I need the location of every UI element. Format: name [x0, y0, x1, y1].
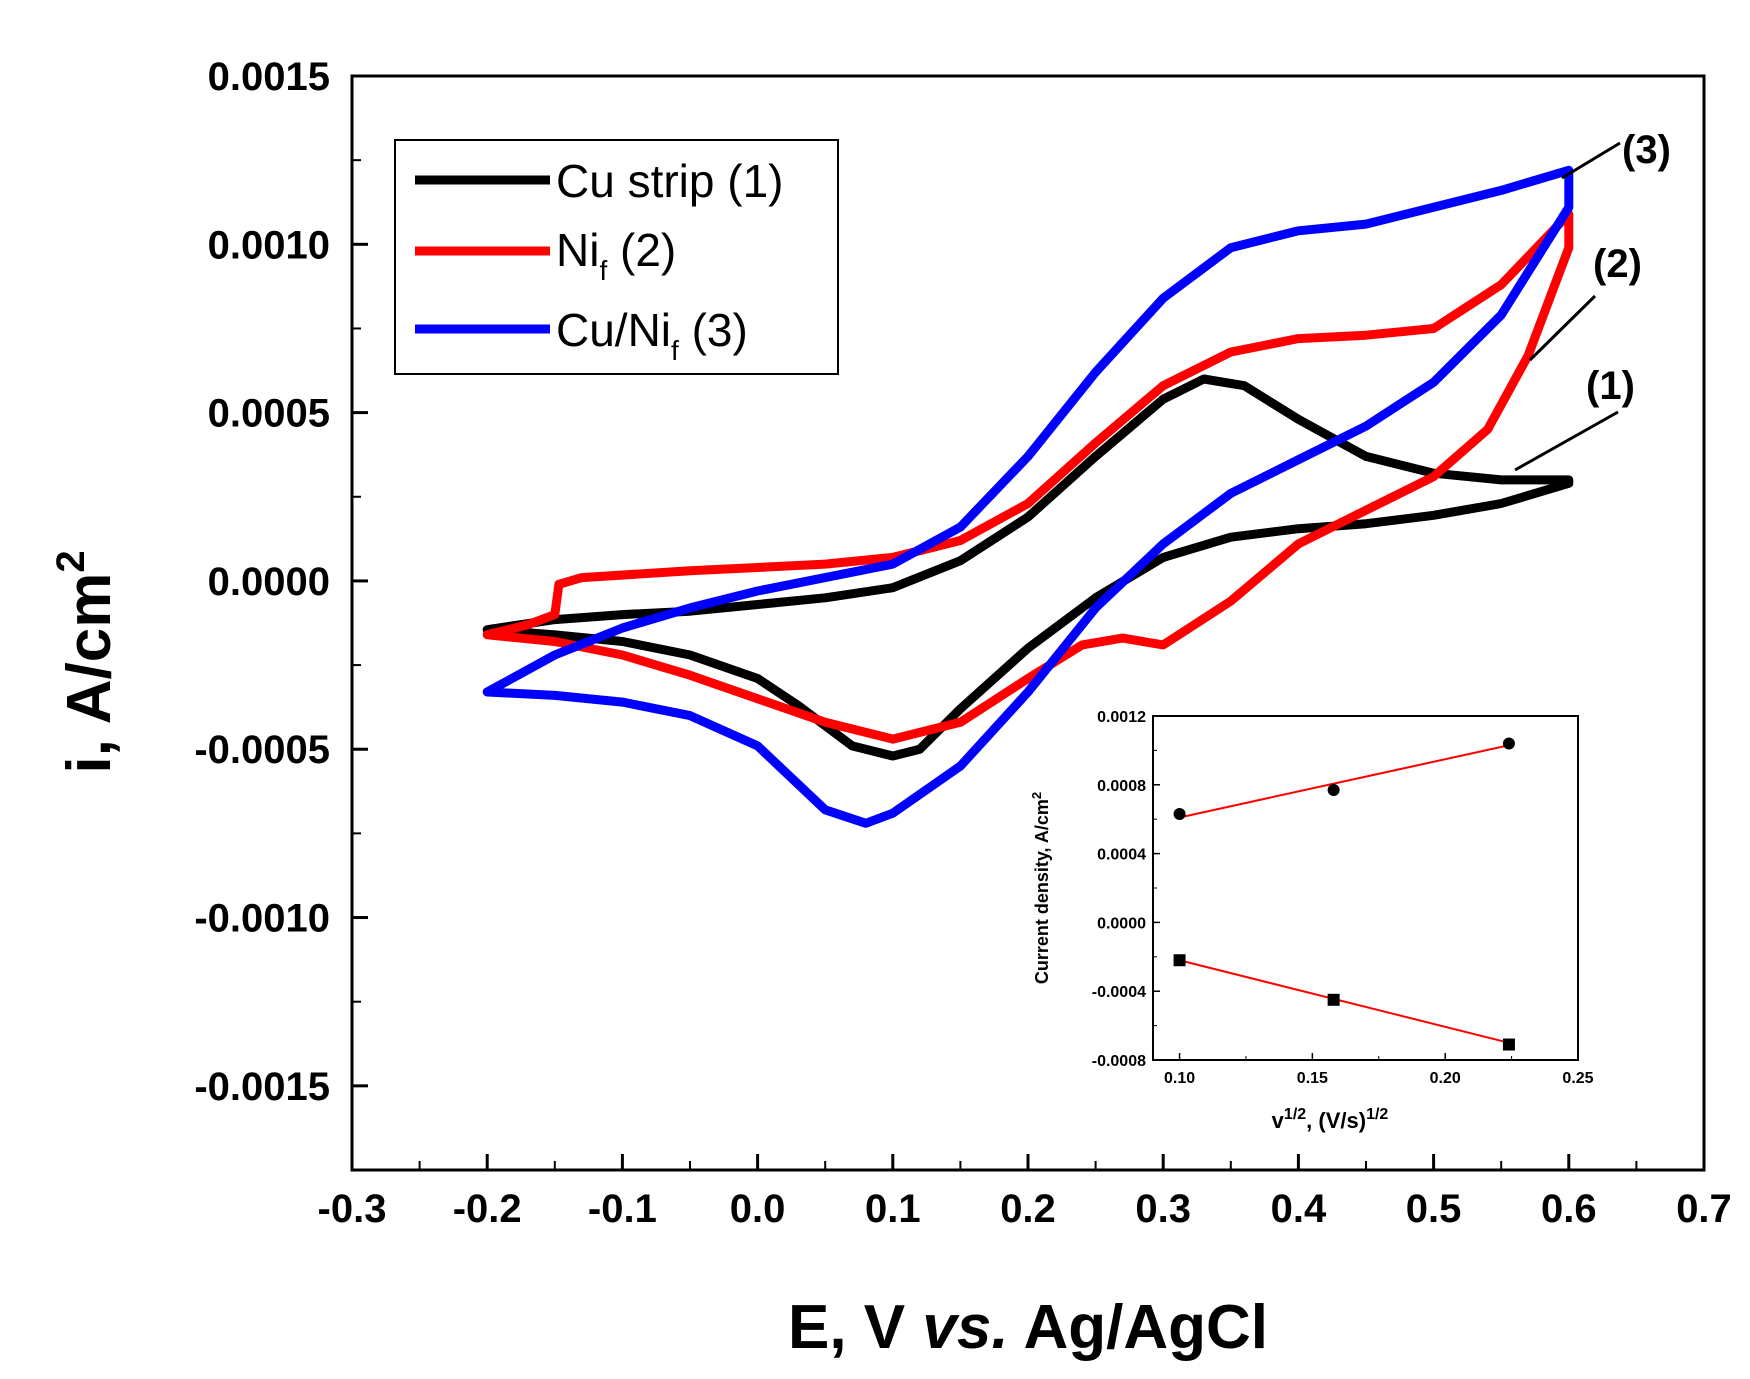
- series-cu-nif-3: [482, 165, 1574, 828]
- series-cu-strip-1: [482, 374, 1574, 761]
- inset-y-tick-label: 0.0004: [1097, 847, 1146, 864]
- main-y-axis-title: i, A/cm2: [49, 550, 124, 773]
- inset-chart: 0.0012 0.0008 0.0004 0.0000 -0.0004 -0.0008 0…: [1029, 709, 1594, 1133]
- main-x-tick-label: 0.1: [865, 1187, 921, 1231]
- inset-plot-frame: [1152, 715, 1579, 1061]
- main-series-group: [482, 165, 1574, 828]
- main-x-tick-label: -0.1: [588, 1187, 657, 1231]
- main-x-tick-label: 0.3: [1135, 1187, 1191, 1231]
- inset-point-anodic: [1502, 737, 1515, 750]
- main-y-tick-label: 0.0010: [208, 223, 330, 267]
- inset-x-tick-label: 0.10: [1164, 1070, 1195, 1087]
- main-x-tick-label: 0.2: [1000, 1187, 1056, 1231]
- series-nif-2: [482, 209, 1574, 744]
- inset-x-tick-label: 0.25: [1562, 1070, 1593, 1087]
- inset-series-group: [1173, 737, 1515, 1051]
- inset-y-axis-title: Current density, A/cm2: [1029, 792, 1052, 984]
- curve-annotations: (3) (2) (1): [1514, 128, 1671, 472]
- inset-fit-line-anodic: [1179, 744, 1510, 819]
- main-y-tick-label: -0.0010: [194, 897, 330, 941]
- annotation-label-3: (3): [1622, 128, 1671, 172]
- inset-y-axis: 0.0012 0.0008 0.0004 0.0000 -0.0004 -0.0008: [1092, 709, 1160, 1070]
- main-x-tick-label: 0.7: [1676, 1187, 1732, 1231]
- inset-x-tick-label: 0.20: [1430, 1070, 1461, 1087]
- main-y-tick-label: 0.0015: [208, 55, 330, 99]
- main-y-tick-label: -0.0015: [194, 1065, 330, 1109]
- inset-x-tick-label: 0.15: [1297, 1070, 1328, 1087]
- inset-y-tick-label: 0.0012: [1097, 709, 1146, 726]
- main-x-tick-label: 0.6: [1541, 1187, 1597, 1231]
- legend-label-cu-nif: Cu/Nif (3): [556, 304, 748, 366]
- main-x-tick-label: 0.4: [1271, 1187, 1327, 1231]
- main-y-tick-label: 0.0000: [208, 560, 330, 604]
- main-x-tick-label: 0.0: [730, 1187, 786, 1231]
- annotation-label-1: (1): [1586, 364, 1635, 408]
- inset-y-tick-label: 0.0000: [1097, 915, 1146, 932]
- inset-y-tick-label: -0.0008: [1092, 1053, 1146, 1070]
- main-x-axis: -0.3 -0.2 -0.1 0.0 0.1 0.2 0.3 0.4 0.5 0.6 0.7: [318, 1154, 1732, 1231]
- main-y-tick-label: -0.0005: [194, 728, 330, 772]
- annotation-leader-1: [1514, 410, 1619, 472]
- inset-x-axis-title: v1/2, (V/s)1/2: [1272, 1106, 1389, 1133]
- inset-point-anodic: [1173, 808, 1186, 821]
- annotation-label-2: (2): [1593, 242, 1642, 286]
- annotation-leader-2: [1528, 294, 1597, 362]
- legend-label-nif: Nif (2): [556, 224, 676, 286]
- main-x-tick-label: 0.5: [1406, 1187, 1462, 1231]
- inset-point-cathodic: [1173, 954, 1186, 967]
- inset-y-tick-label: 0.0008: [1097, 778, 1146, 795]
- inset-fit-line-cathodic: [1179, 959, 1510, 1044]
- main-y-axis: 0.0015 0.0010 0.0005 0.0000 -0.0005 -0.0010 -0…: [194, 55, 368, 1171]
- inset-point-cathodic: [1327, 993, 1340, 1006]
- legend: Cu strip (1) Nif (2) Cu/Nif (3): [394, 139, 839, 375]
- main-x-tick-label: -0.2: [453, 1187, 522, 1231]
- inset-point-anodic: [1327, 783, 1340, 796]
- inset-x-axis: 0.10 0.15 0.20 0.25: [1164, 1053, 1594, 1087]
- inset-y-tick-label: -0.0004: [1092, 984, 1146, 1001]
- annotation-leader-3: [1561, 141, 1621, 180]
- main-x-axis-title: E, V vs. Ag/AgCl: [788, 1293, 1268, 1362]
- inset-point-cathodic: [1502, 1038, 1515, 1051]
- legend-label-cu-strip: Cu strip (1): [556, 155, 783, 207]
- main-y-tick-label: 0.0005: [208, 392, 330, 436]
- main-x-tick-label: -0.3: [318, 1187, 387, 1231]
